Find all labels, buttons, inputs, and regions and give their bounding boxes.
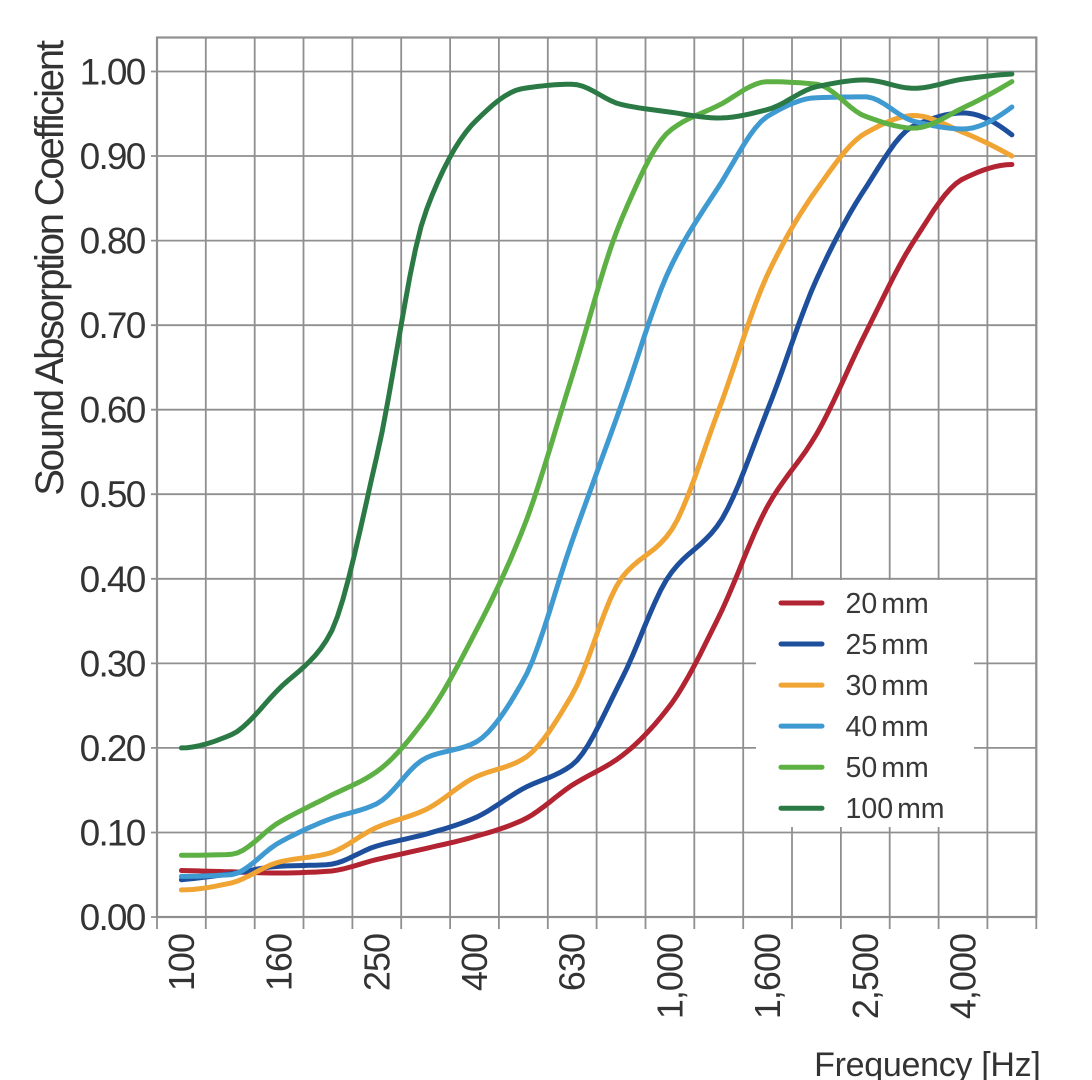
svg-text:0.80: 0.80 (80, 221, 146, 262)
svg-text:100: 100 (161, 934, 202, 991)
svg-text:1,600: 1,600 (747, 934, 788, 1019)
svg-text:400: 400 (454, 934, 495, 991)
svg-text:250: 250 (356, 934, 397, 991)
svg-text:0.30: 0.30 (80, 643, 146, 684)
svg-text:Sound Absorption Coefficient: Sound Absorption Coefficient (28, 40, 72, 496)
svg-text:2,500: 2,500 (845, 934, 886, 1019)
svg-text:1,000: 1,000 (649, 934, 690, 1019)
svg-text:0.90: 0.90 (80, 136, 146, 177)
svg-text:0.10: 0.10 (80, 813, 146, 854)
svg-text:0.60: 0.60 (80, 390, 146, 431)
svg-text:160: 160 (259, 934, 300, 991)
svg-text:0.00: 0.00 (80, 897, 146, 938)
svg-text:4,000: 4,000 (943, 934, 984, 1019)
svg-text:0.50: 0.50 (80, 474, 146, 515)
svg-text:0.20: 0.20 (80, 728, 146, 769)
svg-text:0.70: 0.70 (80, 305, 146, 346)
svg-text:0.40: 0.40 (80, 559, 146, 600)
svg-text:Frequency [Hz]: Frequency [Hz] (814, 1046, 1040, 1080)
svg-text:630: 630 (552, 934, 593, 991)
svg-text:1.00: 1.00 (80, 52, 146, 93)
